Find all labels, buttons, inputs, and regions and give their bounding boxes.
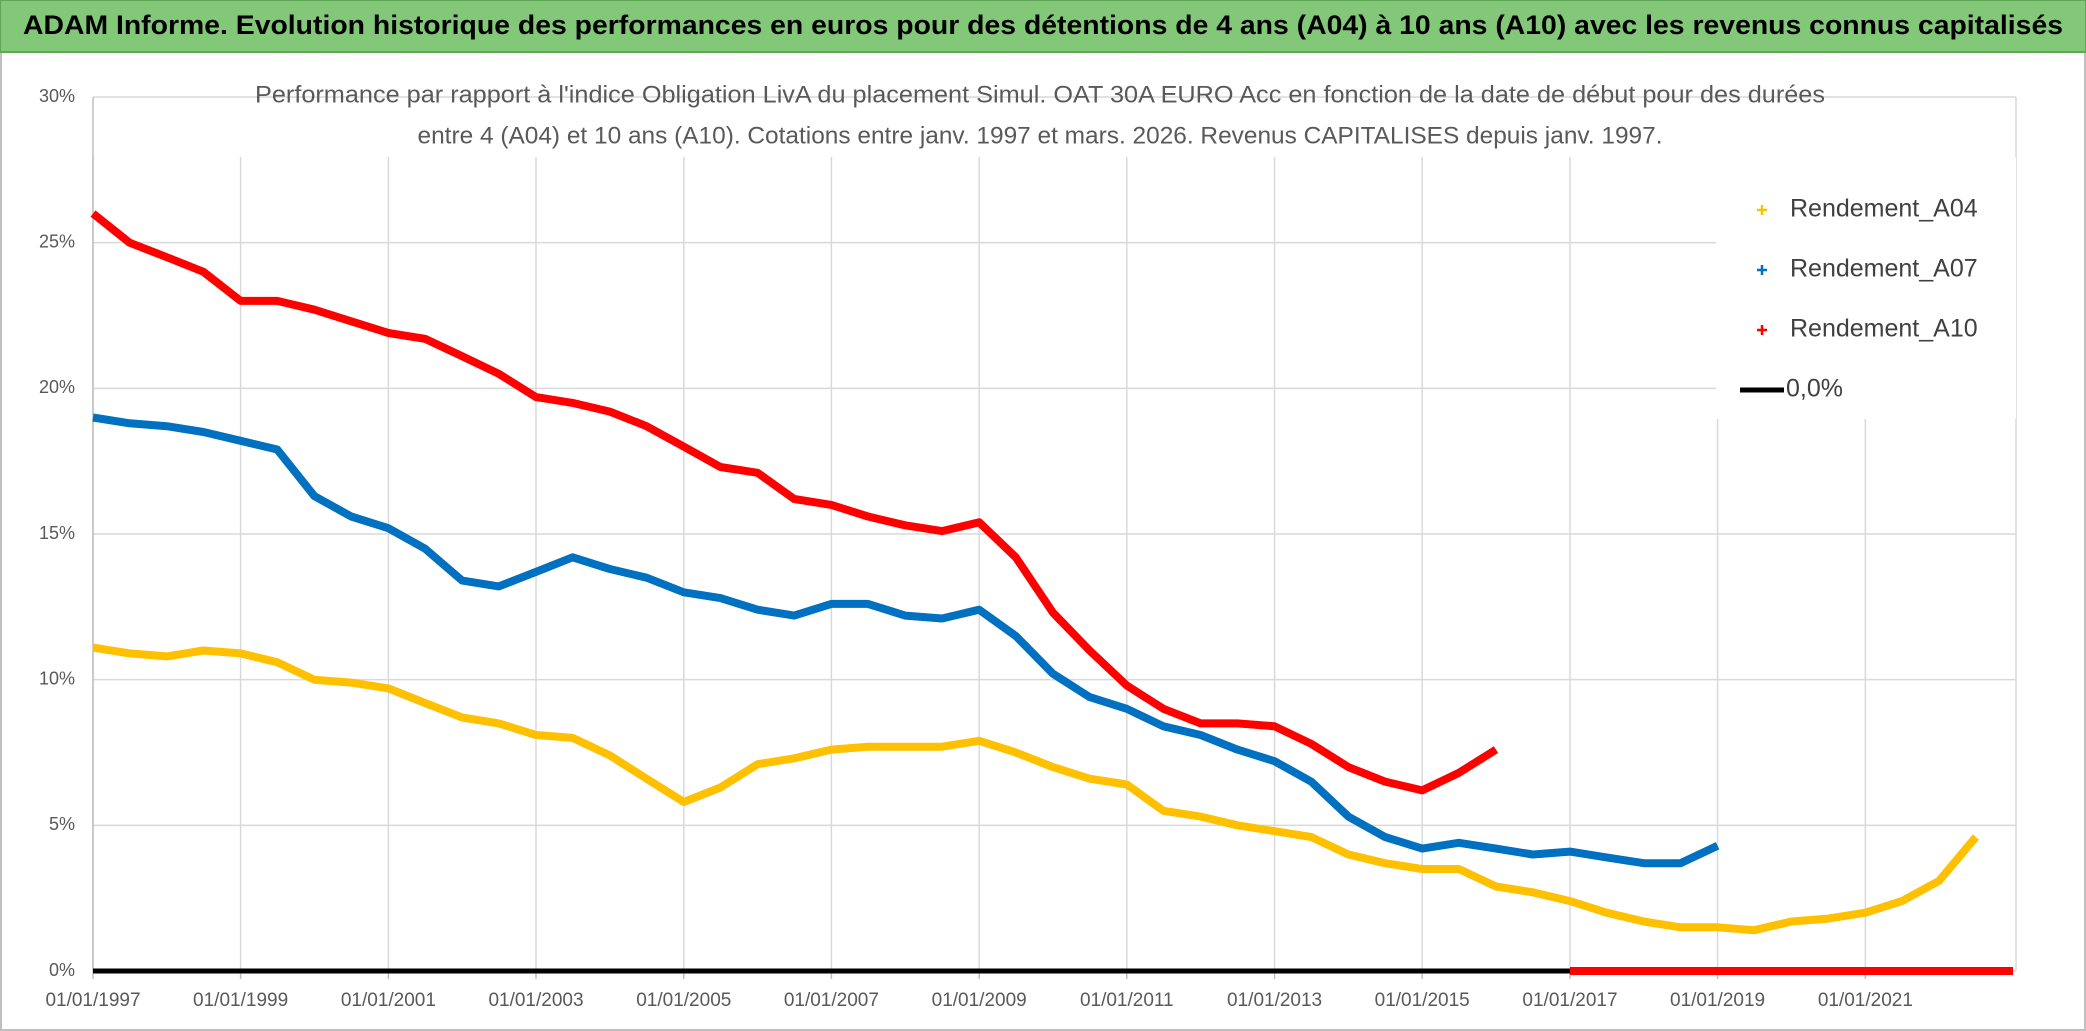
page-title: ADAM Informe. Evolution historique des p… (23, 10, 2063, 40)
legend-label: Rendement_A10 (1790, 315, 1978, 343)
x-tick-label: 01/01/2007 (784, 990, 879, 1011)
x-tick-label: 01/01/2003 (488, 990, 583, 1011)
y-tick-label: 30% (39, 86, 75, 106)
y-tick-label: 10% (39, 668, 75, 688)
y-tick-label: 20% (39, 377, 75, 397)
x-tick-label: 01/01/2005 (636, 990, 731, 1011)
x-tick-label: 01/01/2001 (341, 990, 436, 1011)
legend-label: Rendement_A07 (1790, 255, 1978, 283)
legend-label: Rendement_A04 (1790, 195, 1978, 223)
x-tick-label: 01/01/1997 (45, 990, 140, 1011)
y-tick-label: 5% (49, 814, 75, 834)
plot-area (90, 96, 2017, 979)
x-tick-label: 01/01/2015 (1375, 990, 1470, 1011)
legend-label: 0,0% (1786, 375, 1843, 403)
x-tick-label: 01/01/2021 (1818, 990, 1913, 1011)
chart-title: entre 4 (A04) et 10 ans (A10). Cotations… (418, 122, 1663, 149)
x-tick-label: 01/01/2017 (1522, 990, 1617, 1011)
x-tick-label: 01/01/1999 (193, 990, 288, 1011)
x-tick-label: 01/01/2011 (1080, 990, 1174, 1011)
banner (0, 0, 2086, 53)
x-tick-label: 01/01/2013 (1227, 990, 1322, 1011)
chart-title: Performance par rapport à l'indice Oblig… (255, 81, 1825, 108)
series-line (92, 643, 1979, 935)
x-tick-label: 01/01/2019 (1670, 990, 1765, 1011)
y-tick-label: 15% (39, 523, 75, 543)
legend-box (1716, 157, 2016, 419)
x-tick-label: 01/01/2009 (932, 990, 1027, 1011)
y-tick-label: 25% (39, 231, 75, 251)
y-tick-label: 0% (49, 960, 75, 980)
series-line (90, 210, 2013, 975)
